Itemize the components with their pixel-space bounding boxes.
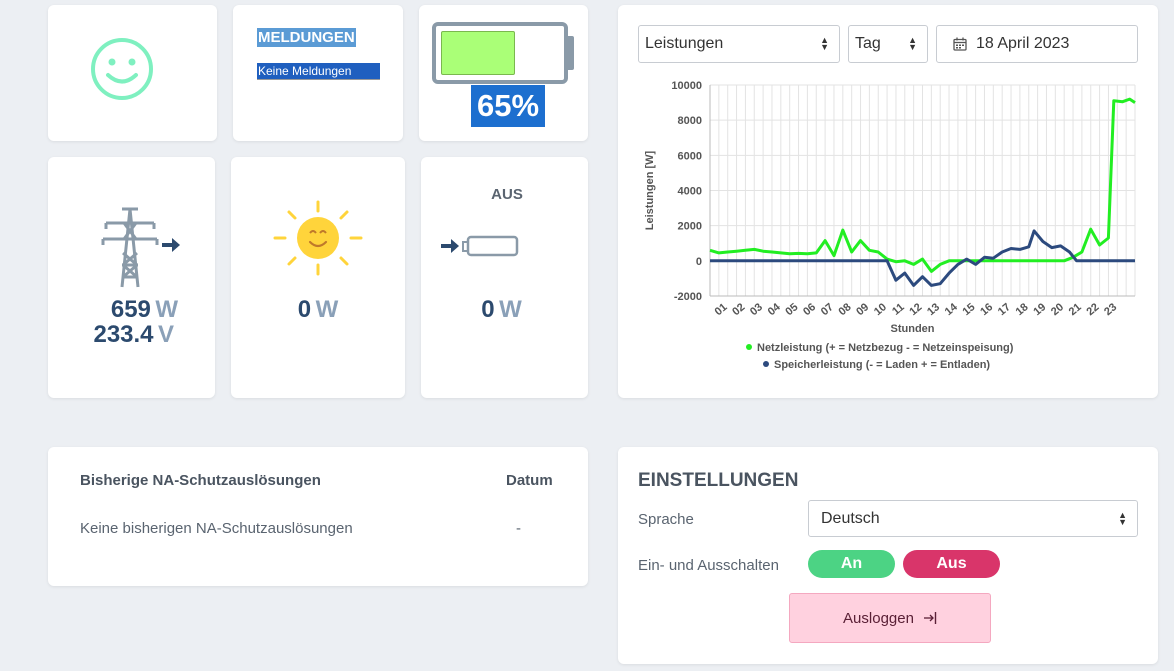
- select-arrows-icon: ▲ ▼: [820, 35, 829, 52]
- y-tick-label: 2000: [678, 221, 702, 233]
- storage-power-unit: W: [499, 296, 522, 323]
- x-tick-label: 02: [730, 301, 747, 318]
- storage-power-value: 0: [481, 296, 495, 323]
- period-select[interactable]: Tag ▲ ▼: [848, 25, 928, 63]
- language-select[interactable]: Deutsch ▲ ▼: [808, 500, 1138, 537]
- x-tick-label: 10: [872, 301, 889, 318]
- calendar-icon: [953, 37, 967, 51]
- select-arrows-icon: ▲ ▼: [908, 35, 917, 52]
- x-tick-label: 04: [766, 301, 784, 319]
- language-select-value: Deutsch: [821, 509, 880, 527]
- logout-icon: [923, 612, 937, 624]
- series-line-1: [709, 97, 1136, 273]
- date-value: 18 April 2023: [976, 35, 1070, 52]
- logout-label: Ausloggen: [843, 609, 914, 627]
- storage-state: AUS: [491, 186, 523, 203]
- y-tick-label: 4000: [678, 186, 702, 198]
- battery-card: 65%: [419, 5, 588, 141]
- x-tick-label: 21: [1067, 301, 1084, 318]
- history-card: Bisherige NA-Schutzauslösungen Datum Kei…: [48, 447, 588, 586]
- history-empty-date: -: [516, 520, 521, 537]
- solar-power-unit: W: [315, 296, 339, 323]
- x-tick-label: 09: [854, 301, 871, 318]
- period-select-value: Tag: [855, 35, 881, 52]
- x-tick-label: 08: [836, 301, 853, 318]
- x-axis-title: Stunden: [891, 323, 935, 335]
- legend-marker-2: [763, 361, 769, 367]
- legend-label-1: Netzleistung (+ = Netzbezug - = Netzeins…: [757, 342, 1014, 354]
- history-column-date: Datum: [506, 472, 553, 489]
- grid-power-value: 659: [110, 296, 151, 323]
- x-tick-label: 19: [1031, 301, 1048, 318]
- power-on-button[interactable]: An: [808, 550, 895, 578]
- x-tick-label: 05: [783, 301, 800, 318]
- legend-label-2: Speicherleistung (- = Laden + = Entladen…: [774, 359, 990, 371]
- storage-battery-icon: [441, 235, 519, 257]
- settings-title: EINSTELLUNGEN: [638, 470, 799, 491]
- x-tick-label: 07: [819, 301, 836, 318]
- smiley-face-icon: [91, 38, 153, 100]
- messages-card: MELDUNGEN Keine Meldungen: [233, 5, 403, 141]
- sun-icon: [273, 200, 363, 276]
- grid-voltage-value: 233.4: [93, 321, 154, 348]
- grid-power-unit: W: [155, 296, 178, 323]
- solar-card: 0 W: [231, 157, 405, 398]
- x-tick-label: 14: [943, 301, 961, 319]
- solar-power-row: 0 W: [231, 296, 405, 324]
- battery-icon: [432, 22, 568, 84]
- settings-card: EINSTELLUNGEN Sprache Deutsch ▲ ▼ Ein- un…: [618, 447, 1158, 664]
- x-tick-label: 23: [1102, 301, 1119, 318]
- battery-terminal: [568, 36, 574, 70]
- x-tick-label: 03: [748, 301, 765, 318]
- metric-select-value: Leistungen: [645, 35, 724, 52]
- x-tick-label: 18: [1014, 301, 1031, 318]
- logout-button[interactable]: Ausloggen: [789, 593, 991, 643]
- history-empty-text: Keine bisherigen NA-Schutzauslösungen: [80, 520, 353, 537]
- messages-text: Keine Meldungen: [257, 63, 380, 80]
- switch-label: Ein- und Ausschalten: [638, 557, 779, 574]
- grid-power-row: 659 W: [48, 296, 178, 324]
- storage-power-row: 0 W: [421, 296, 582, 324]
- storage-card: AUS 0 W: [421, 157, 588, 398]
- x-tick-label: 22: [1084, 301, 1101, 318]
- chart-card: Leistungen ▲ ▼ Tag ▲ ▼ 18 April 2023 10000…: [618, 5, 1158, 398]
- x-tick-label: 13: [925, 301, 942, 318]
- x-tick-label: 11: [890, 301, 907, 318]
- language-label: Sprache: [638, 511, 694, 528]
- x-tick-label: 15: [960, 301, 977, 318]
- x-tick-label: 06: [801, 301, 818, 318]
- y-tick-label: 8000: [678, 115, 702, 127]
- metric-select[interactable]: Leistungen ▲ ▼: [638, 25, 840, 63]
- power-off-button[interactable]: Aus: [903, 550, 1000, 578]
- y-tick-label: -2000: [674, 291, 702, 303]
- y-axis-title: Leistungen [W]: [644, 150, 656, 230]
- grid-voltage-row: 233.4 V: [48, 321, 174, 349]
- x-tick-label: 16: [978, 301, 995, 318]
- date-picker[interactable]: 18 April 2023: [936, 25, 1138, 63]
- y-tick-label: 10000: [671, 80, 702, 92]
- x-tick-label: 12: [907, 301, 924, 318]
- history-column-title: Bisherige NA-Schutzauslösungen: [80, 472, 321, 489]
- battery-fill: [441, 31, 515, 75]
- legend-marker-1: [746, 344, 752, 350]
- battery-percent: 65%: [471, 85, 545, 127]
- select-arrows-icon: ▲ ▼: [1118, 509, 1127, 527]
- series-line-2: [710, 229, 1135, 287]
- y-tick-label: 6000: [678, 150, 702, 162]
- x-tick-label: 20: [1049, 301, 1066, 318]
- x-tick-label: 17: [996, 301, 1013, 318]
- status-card-smiley: [48, 5, 217, 141]
- power-tower-icon: [101, 207, 180, 288]
- messages-title: MELDUNGEN: [257, 28, 356, 47]
- y-tick-label: 0: [696, 256, 702, 268]
- x-tick-label: 01: [713, 301, 730, 318]
- solar-power-value: 0: [297, 296, 312, 323]
- grid-card: 659 W 233.4 V: [48, 157, 215, 398]
- grid-voltage-unit: V: [157, 321, 174, 348]
